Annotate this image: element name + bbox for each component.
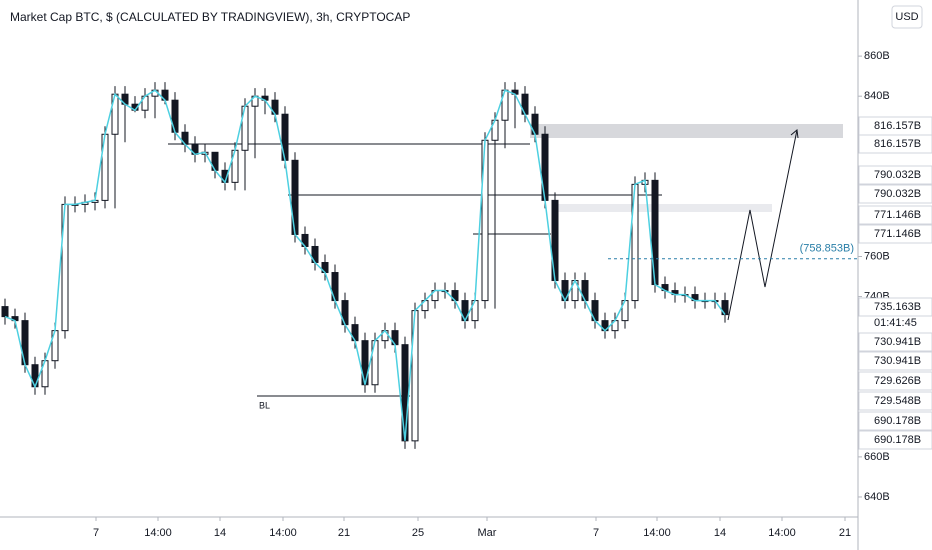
price-label-box <box>858 332 932 352</box>
price-label-box <box>858 411 932 431</box>
x-tick-label: 21 <box>839 527 851 539</box>
price-label-box <box>858 205 932 225</box>
price-label-box <box>858 391 932 411</box>
price-label-box <box>858 351 932 371</box>
price-label-box <box>858 184 932 204</box>
countdown: 01:41:45 <box>874 317 917 329</box>
price-label: 790.032B <box>874 169 921 181</box>
x-tick-label: 14:00 <box>643 527 671 539</box>
y-tick-label: 660B <box>864 451 890 463</box>
currency-button[interactable] <box>891 5 923 29</box>
price-label: 771.146B <box>874 209 921 221</box>
price-label: 730.941B <box>874 355 921 367</box>
alert-label: (758.853B) <box>800 243 854 255</box>
price-label: 816.157B <box>874 120 921 132</box>
y-tick-label: 840B <box>864 90 890 102</box>
chart-title: Market Cap BTC, $ (CALCULATED BY TRADING… <box>10 10 410 24</box>
arrow-head <box>790 129 799 139</box>
x-tick-label: 25 <box>412 527 424 539</box>
x-tick-label: 14:00 <box>144 527 172 539</box>
price-label-box <box>858 165 932 185</box>
y-tick-label: 760B <box>864 250 890 262</box>
price-label: 729.548B <box>874 395 921 407</box>
close-line <box>4 89 726 441</box>
price-label: 729.626B <box>874 375 921 387</box>
price-label: 690.178B <box>874 434 921 446</box>
price-label-box <box>858 430 932 450</box>
y-tick-label: 860B <box>864 50 890 62</box>
price-label-box <box>858 134 932 154</box>
x-tick-label: 14:00 <box>269 527 297 539</box>
x-tick-label: 7 <box>593 527 599 539</box>
price-label: 735.163B <box>874 301 921 313</box>
annotation-label: BL <box>259 400 270 410</box>
zone-box <box>530 124 843 138</box>
x-tick-label: Mar <box>478 527 497 539</box>
x-tick-label: 14 <box>714 527 726 539</box>
candle-body <box>1 306 9 318</box>
price-label: 790.032B <box>874 188 921 200</box>
price-label: 690.178B <box>874 415 921 427</box>
price-label-box <box>858 371 932 391</box>
x-tick-label: 21 <box>338 527 350 539</box>
x-tick-label: 7 <box>93 527 99 539</box>
price-label: 730.941B <box>874 336 921 348</box>
price-label: 771.146B <box>874 228 921 240</box>
currency-label: USD <box>895 11 918 23</box>
y-tick-label: 640B <box>864 491 890 503</box>
price-label-box <box>858 297 932 317</box>
x-tick-label: 14 <box>214 527 226 539</box>
price-label: 816.157B <box>874 138 921 150</box>
projection-arrow <box>727 129 798 321</box>
price-label-box <box>858 224 932 244</box>
zone-box <box>553 204 772 212</box>
x-tick-label: 14:00 <box>768 527 796 539</box>
